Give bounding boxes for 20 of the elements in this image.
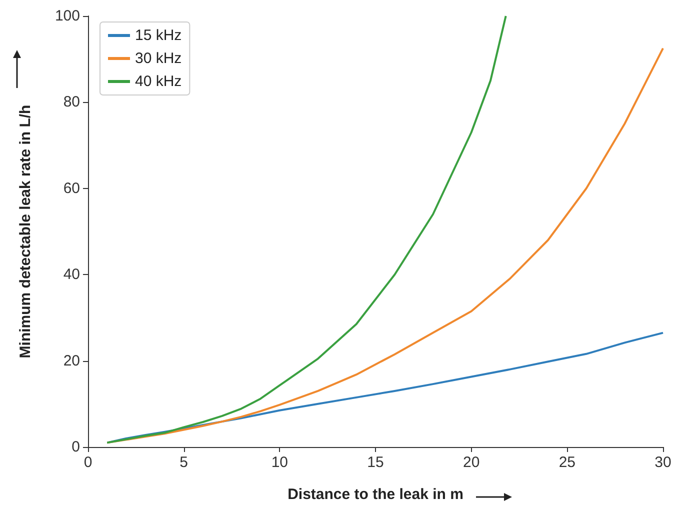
x-tick-label: 5 bbox=[180, 454, 188, 471]
legend-label: 40 kHz bbox=[135, 73, 182, 90]
y-tick-label: 100 bbox=[54, 8, 80, 24]
y-tick-label: 60 bbox=[63, 180, 80, 197]
x-tick-label: 20 bbox=[462, 454, 480, 471]
x-tick-label: 30 bbox=[654, 454, 672, 471]
y-tick-label: 20 bbox=[63, 352, 80, 370]
x-tick-label: 25 bbox=[558, 454, 576, 471]
legend-label: 15 kHz bbox=[135, 27, 182, 44]
line-series bbox=[106, 15, 507, 444]
y-tick-label: 80 bbox=[63, 94, 80, 111]
y-tick-label: 40 bbox=[63, 266, 80, 284]
x-tick-label: 15 bbox=[367, 454, 384, 471]
x-axis-title: Distance to the leak in m bbox=[288, 486, 464, 503]
y-tick-label: 0 bbox=[72, 438, 80, 456]
x-tick-label: 0 bbox=[84, 454, 92, 471]
legend-label: 30 kHz bbox=[135, 50, 182, 67]
y-axis-title: Minimum detectable leak rate in L/h bbox=[17, 104, 34, 358]
x-tick-label: 10 bbox=[271, 454, 288, 471]
line-series bbox=[106, 332, 664, 444]
